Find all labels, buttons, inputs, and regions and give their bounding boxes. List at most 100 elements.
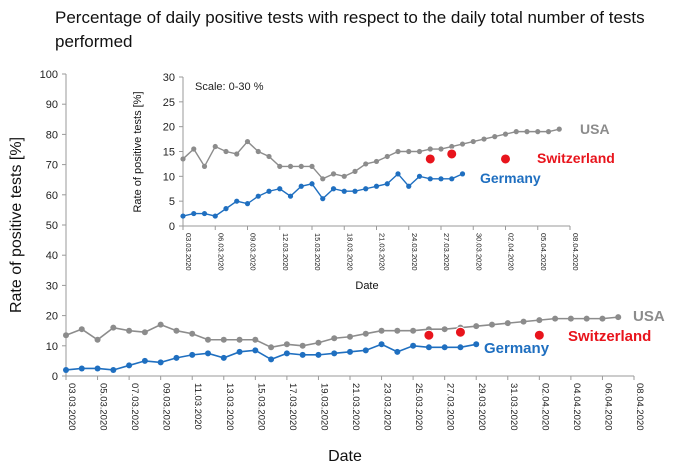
germany-data-point <box>347 348 353 355</box>
usa-data-point <box>504 320 511 327</box>
germany-series-label: Germany <box>484 340 550 357</box>
usa-data-point <box>287 163 294 169</box>
usa-series-label: USA <box>580 121 610 137</box>
y-tick-label: 0 <box>52 371 58 383</box>
x-tick-label: 25.03.2020 <box>413 383 424 431</box>
germany-data-point <box>277 186 283 192</box>
germany-data-point <box>298 183 304 189</box>
usa-data-point <box>536 317 543 324</box>
x-tick-label: 02.04.2020 <box>539 383 550 431</box>
germany-data-point <box>234 198 240 204</box>
usa-data-point <box>599 315 606 322</box>
y-tick-label: 80 <box>46 129 58 141</box>
usa-data-point <box>299 342 306 349</box>
usa-data-point <box>347 333 353 340</box>
y-tick-label: 20 <box>163 122 175 134</box>
usa-data-point <box>395 148 401 155</box>
switzerland-data-point <box>424 153 436 165</box>
usa-data-point <box>410 327 417 334</box>
usa-data-point <box>309 163 315 169</box>
usa-data-point <box>394 327 401 334</box>
usa-data-point <box>220 336 227 343</box>
y-tick-label: 100 <box>40 69 58 81</box>
germany-data-point <box>410 342 417 349</box>
inset-panel: 0 5 10 15 20 25 30 03.03.2020 06.03.2020 09.03.20… <box>132 72 615 292</box>
y-tick-label: 40 <box>46 250 58 262</box>
y-tick-label: 60 <box>46 190 58 202</box>
germany-data-point <box>268 356 275 363</box>
germany-data-point <box>189 351 196 358</box>
y-tick-label: 30 <box>163 72 175 84</box>
x-tick-label: 09.03.2020 <box>249 233 258 271</box>
x-tick-label: 09.03.2020 <box>161 383 172 431</box>
germany-data-point <box>352 188 358 194</box>
usa-data-point <box>298 163 304 169</box>
y-axis-title: Rate of positive tests [%] <box>8 137 25 313</box>
germany-data-point <box>309 181 315 187</box>
y-tick-label: 15 <box>163 147 175 159</box>
germany-data-point <box>425 344 432 351</box>
usa-data-point <box>283 341 290 348</box>
germany-data-point <box>459 171 466 177</box>
germany-data-point <box>252 347 259 354</box>
usa-data-point <box>320 176 326 182</box>
x-tick-label: 03.03.2020 <box>184 233 193 271</box>
usa-data-point <box>513 129 519 135</box>
x-tick-label: 15.03.2020 <box>313 233 322 271</box>
usa-data-point <box>535 129 541 135</box>
x-tick-label: 23.03.2020 <box>382 383 393 431</box>
usa-data-point <box>552 315 559 322</box>
germany-data-point <box>299 351 306 358</box>
usa-data-point <box>330 171 337 177</box>
x-tick-label: 21.03.2020 <box>378 233 387 271</box>
germany-data-point <box>201 210 208 217</box>
germany-data-point <box>416 173 423 179</box>
germany-data-point <box>236 348 243 355</box>
scale-note: Scale: 0-30 % <box>195 81 264 93</box>
usa-data-point <box>545 129 552 135</box>
usa-data-point <box>63 332 69 339</box>
germany-data-point <box>244 201 251 207</box>
x-tick-label: 24.03.2020 <box>410 233 419 271</box>
y-axis-title: Rate of positive tests [%] <box>132 91 144 212</box>
germany-series-label: Germany <box>480 170 541 186</box>
germany-data-point <box>406 183 412 189</box>
x-tick-label: 05.04.2020 <box>539 233 548 271</box>
y-tick-label: 10 <box>163 171 175 183</box>
germany-data-point <box>110 366 117 373</box>
germany-data-point <box>126 362 133 369</box>
usa-data-point <box>441 326 448 333</box>
x-tick-label: 06.03.2020 <box>216 233 225 271</box>
usa-data-point <box>352 168 358 174</box>
x-tick-label: 19.03.2020 <box>318 383 329 431</box>
germany-data-point <box>191 210 197 217</box>
x-tick-label: 15.03.2020 <box>255 383 266 431</box>
germany-data-point <box>438 176 444 182</box>
y-tick-label: 70 <box>46 160 58 172</box>
x-tick-label: 30.03.2020 <box>474 233 483 271</box>
usa-data-point <box>94 336 101 343</box>
germany-data-point <box>283 350 290 357</box>
germany-data-point <box>157 359 164 366</box>
x-tick-label: 05.03.2020 <box>98 383 109 431</box>
usa-data-point <box>427 146 433 152</box>
usa-data-point <box>126 327 133 334</box>
chart-title: Percentage of daily positive tests with … <box>55 8 645 51</box>
germany-data-point <box>373 183 380 189</box>
usa-data-point <box>524 129 530 135</box>
switzerland-data-point <box>446 148 458 160</box>
switzerland-series-label: Switzerland <box>568 328 651 345</box>
usa-data-point <box>583 315 590 322</box>
germany-data-point <box>141 357 148 364</box>
usa-data-point <box>362 330 369 337</box>
x-tick-label: 04.04.2020 <box>571 383 582 431</box>
germany-data-point <box>363 186 369 192</box>
usa-data-point <box>157 321 164 328</box>
usa-data-point <box>180 156 186 162</box>
usa-data-point <box>201 163 208 169</box>
usa-data-point <box>373 158 380 165</box>
x-tick-label: 21.03.2020 <box>350 383 361 431</box>
y-tick-label: 50 <box>46 220 58 232</box>
germany-data-point <box>223 206 229 212</box>
usa-data-point <box>266 153 272 160</box>
